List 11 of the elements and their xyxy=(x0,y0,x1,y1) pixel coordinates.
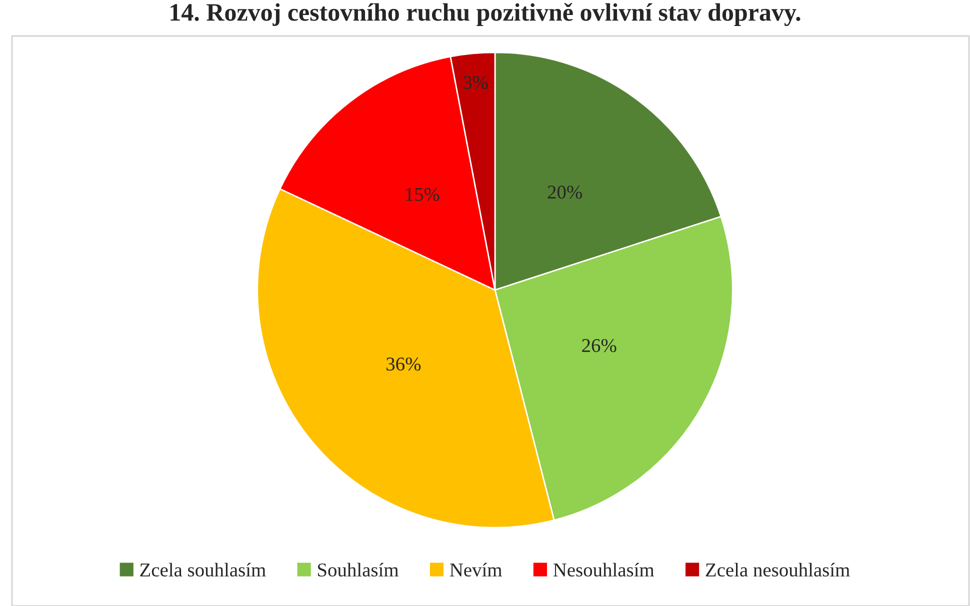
data-label: 26% xyxy=(582,338,616,352)
legend-label: Souhlasím xyxy=(318,562,399,577)
data-label: 20% xyxy=(548,186,582,199)
data-label: 36% xyxy=(386,357,421,371)
legend-label: Nesouhlasím xyxy=(553,562,654,577)
data-label: 15% xyxy=(406,188,440,202)
legend-label: Zcela nesouhlasím xyxy=(706,562,850,577)
legend-label: Zcela souhlasím xyxy=(140,562,266,577)
data-label: 3% xyxy=(464,76,488,90)
legend-label: Nevím xyxy=(450,562,502,577)
chart-title: 14. Rozvoj cestovního ruchu pozitivně ovlivní stav dopravy. xyxy=(170,3,800,26)
